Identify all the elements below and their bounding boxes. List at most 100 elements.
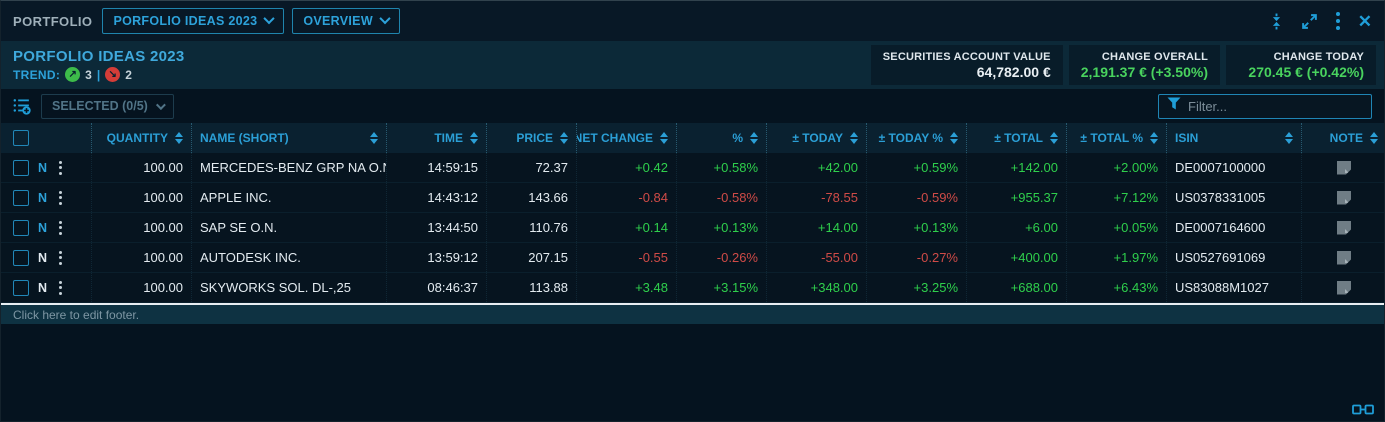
- col-header-total-pct[interactable]: ± TOTAL %: [1066, 123, 1166, 153]
- col-header-isin[interactable]: ISIN: [1166, 123, 1301, 153]
- note-icon[interactable]: [1337, 220, 1351, 235]
- sort-icon[interactable]: [1370, 132, 1378, 144]
- selected-dropdown[interactable]: SELECTED (0/5): [41, 93, 174, 119]
- table-row[interactable]: N 100.00 APPLE INC. 14:43:12 143.66 -0.8…: [1, 183, 1384, 213]
- row-checkbox[interactable]: [13, 219, 29, 236]
- row-flag: N: [38, 280, 48, 295]
- row-menu-icon[interactable]: [57, 279, 64, 297]
- expand-icon[interactable]: [1301, 13, 1318, 30]
- filter-input[interactable]: [1188, 98, 1363, 114]
- col-header-today[interactable]: ± TODAY: [766, 123, 866, 153]
- row-checkbox[interactable]: [13, 249, 29, 266]
- col-header-net-change[interactable]: NET CHANGE: [576, 123, 676, 153]
- cell-today: +14.00: [766, 213, 866, 242]
- cell-price: 143.66: [486, 183, 576, 212]
- note-icon[interactable]: [1337, 250, 1351, 265]
- view-select-dropdown[interactable]: OVERVIEW: [292, 8, 400, 34]
- sort-icon[interactable]: [750, 132, 758, 144]
- chevron-down-icon: [155, 99, 166, 110]
- row-menu-icon[interactable]: [57, 159, 64, 177]
- cell-time: 14:59:15: [386, 153, 486, 182]
- col-header-today-pct[interactable]: ± TODAY %: [866, 123, 966, 153]
- sort-icon[interactable]: [370, 132, 378, 144]
- cell-total-pct: +0.05%: [1066, 213, 1166, 242]
- trend-up-icon: ↗: [65, 67, 81, 82]
- cell-quantity: 100.00: [91, 183, 191, 212]
- cell-note: [1301, 213, 1384, 242]
- row-checkbox[interactable]: [13, 279, 29, 296]
- cell-price: 113.88: [486, 273, 576, 302]
- col-header-total[interactable]: ± TOTAL: [966, 123, 1066, 153]
- col-header-name[interactable]: NAME (SHORT): [191, 123, 386, 153]
- note-icon[interactable]: [1337, 280, 1351, 295]
- sort-icon[interactable]: [560, 132, 568, 144]
- cell-today-pct: -0.27%: [866, 243, 966, 272]
- cell-pct: +0.13%: [676, 213, 766, 242]
- cell-isin: US0527691069: [1166, 243, 1301, 272]
- table-row[interactable]: N 100.00 SAP SE O.N. 13:44:50 110.76 +0.…: [1, 213, 1384, 243]
- cell-pct: +3.15%: [676, 273, 766, 302]
- col-header-price[interactable]: PRICE: [486, 123, 576, 153]
- collapse-vertical-icon[interactable]: [1268, 13, 1285, 30]
- menu-kebab-icon[interactable]: [1334, 10, 1342, 32]
- positions-table: QUANTITY NAME (SHORT) TIME PRICE NET CHA…: [1, 123, 1384, 303]
- sort-icon[interactable]: [850, 132, 858, 144]
- cell-today: -55.00: [766, 243, 866, 272]
- sort-icon[interactable]: [950, 132, 958, 144]
- table-row[interactable]: N 100.00 SKYWORKS SOL. DL-,25 08:46:37 1…: [1, 273, 1384, 303]
- cell-today-pct: -0.59%: [866, 183, 966, 212]
- col-header-time[interactable]: TIME: [386, 123, 486, 153]
- note-icon[interactable]: [1337, 190, 1351, 205]
- table-row[interactable]: N 100.00 AUTODESK INC. 13:59:12 207.15 -…: [1, 243, 1384, 273]
- table-toolbar: SELECTED (0/5): [1, 89, 1384, 123]
- portfolio-select-dropdown[interactable]: PORFOLIO IDEAS 2023: [102, 8, 285, 34]
- row-checkbox[interactable]: [13, 159, 29, 176]
- add-to-list-icon[interactable]: [13, 97, 31, 115]
- sort-icon[interactable]: [1050, 132, 1058, 144]
- trend-down-icon: ↘: [105, 67, 121, 82]
- link-icon[interactable]: [1352, 403, 1374, 416]
- titlebar: PORTFOLIO PORFOLIO IDEAS 2023 OVERVIEW: [1, 1, 1384, 41]
- row-menu-icon[interactable]: [57, 189, 64, 207]
- sort-icon[interactable]: [660, 132, 668, 144]
- row-checkbox[interactable]: [13, 189, 29, 206]
- table-row[interactable]: N 100.00 MERCEDES-BENZ GRP NA O.N. 14:59…: [1, 153, 1384, 183]
- note-icon[interactable]: [1337, 160, 1351, 175]
- row-flag: N: [38, 160, 48, 175]
- close-icon[interactable]: ✕: [1357, 11, 1372, 31]
- cell-today: +42.00: [766, 153, 866, 182]
- filter-funnel-icon: [1167, 97, 1181, 115]
- footer-edit-area[interactable]: Click here to edit footer.: [1, 305, 1384, 324]
- col-header-note[interactable]: NOTE: [1301, 123, 1384, 153]
- sort-icon[interactable]: [470, 132, 478, 144]
- cell-price: 110.76: [486, 213, 576, 242]
- cell-time: 13:44:50: [386, 213, 486, 242]
- trend-label: TREND:: [13, 67, 61, 82]
- sort-icon[interactable]: [1285, 132, 1293, 144]
- stat-value: 270.45 € (+0.42%): [1248, 63, 1364, 80]
- cell-isin: US83088M1027: [1166, 273, 1301, 302]
- selected-dropdown-value: SELECTED (0/5): [52, 99, 148, 113]
- col-header-pct[interactable]: %: [676, 123, 766, 153]
- filter-field[interactable]: [1158, 93, 1372, 119]
- stat-securities-account-value: SECURITIES ACCOUNT VALUE 64,782.00 €: [870, 45, 1063, 85]
- cell-isin: US0378331005: [1166, 183, 1301, 212]
- select-all-checkbox[interactable]: [13, 130, 29, 146]
- col-header-quantity[interactable]: QUANTITY: [91, 123, 191, 153]
- trend-up-count: 3: [85, 67, 92, 82]
- stat-value: 2,191.37 € (+3.50%): [1080, 63, 1208, 80]
- row-flag: N: [38, 190, 48, 205]
- sort-icon[interactable]: [1150, 132, 1158, 144]
- footer-divider: [1, 303, 1384, 305]
- stat-value: 64,782.00 €: [976, 63, 1051, 80]
- cell-today: +348.00: [766, 273, 866, 302]
- cell-net-change: -0.84: [576, 183, 676, 212]
- sort-icon[interactable]: [175, 132, 183, 144]
- cell-isin: DE0007100000: [1166, 153, 1301, 182]
- cell-net-change: +0.14: [576, 213, 676, 242]
- stat-change-overall: CHANGE OVERALL 2,191.37 € (+3.50%): [1068, 45, 1220, 85]
- cell-note: [1301, 273, 1384, 302]
- row-menu-icon[interactable]: [57, 249, 64, 267]
- row-menu-icon[interactable]: [57, 219, 64, 237]
- cell-price: 207.15: [486, 243, 576, 272]
